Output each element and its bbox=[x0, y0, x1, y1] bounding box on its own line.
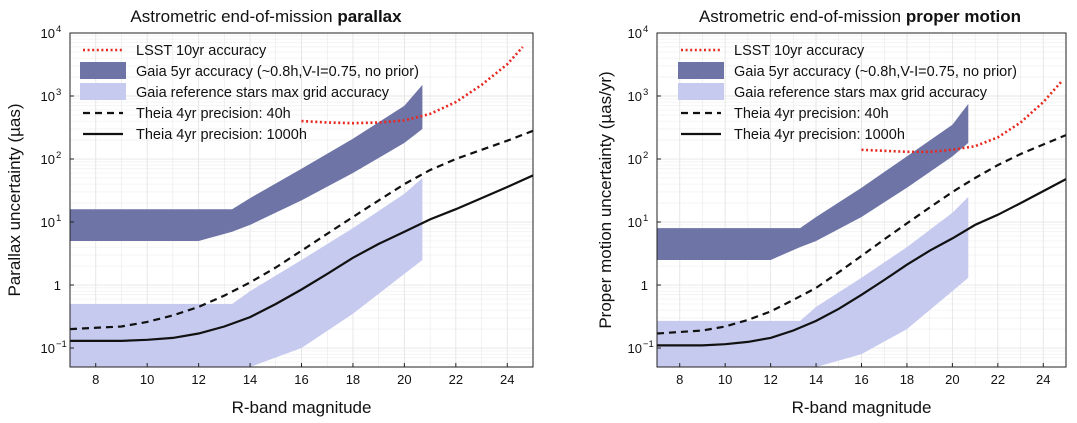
legend-swatch bbox=[678, 83, 724, 100]
x-axis-label: R-band magnitude bbox=[232, 398, 372, 417]
legend-label: LSST 10yr accuracy bbox=[734, 43, 865, 59]
x-tick-label: 12 bbox=[763, 372, 777, 387]
plot-area bbox=[70, 46, 533, 367]
series-line-theia-1000h bbox=[657, 178, 1066, 347]
y-tick-exponent: −1 bbox=[56, 339, 67, 350]
plot-area bbox=[657, 80, 1066, 367]
chart-title-prefix: Astrometric end-of-mission bbox=[699, 7, 906, 26]
series-line-lsst bbox=[301, 46, 524, 125]
x-tick-label: 20 bbox=[397, 372, 411, 387]
legend-label: Gaia reference stars max grid accuracy bbox=[734, 85, 988, 101]
legend-label: Theia 4yr precision: 1000h bbox=[136, 127, 307, 143]
y-tick-exponent: 2 bbox=[643, 150, 648, 161]
x-tick-label: 8 bbox=[676, 372, 683, 387]
series-line-theia-40h bbox=[70, 129, 533, 331]
y-tick-exponent: 3 bbox=[56, 87, 61, 98]
chart-title-prefix: Astrometric end-of-mission bbox=[130, 7, 337, 26]
x-tick-label: 24 bbox=[1036, 372, 1050, 387]
x-tick-label: 22 bbox=[991, 372, 1005, 387]
x-axis-label: R-band magnitude bbox=[792, 398, 932, 417]
y-tick-exponent: 2 bbox=[56, 150, 61, 161]
y-tick-exponent: 1 bbox=[643, 213, 648, 224]
series-line-theia-1000h bbox=[70, 174, 533, 342]
x-tick-label: 22 bbox=[449, 372, 463, 387]
x-tick-label: 14 bbox=[243, 372, 257, 387]
y-tick-exponent: −1 bbox=[643, 339, 654, 350]
y-axis-label: Proper motion uncertainty (µas/yr) bbox=[596, 71, 615, 328]
x-tick-label: 16 bbox=[854, 372, 868, 387]
x-tick-label: 16 bbox=[294, 372, 308, 387]
y-tick-exponent: 4 bbox=[643, 24, 648, 35]
y-axis-label: Parallax uncertainty (µas) bbox=[5, 103, 24, 296]
legend-label: Theia 4yr precision: 1000h bbox=[734, 127, 905, 143]
y-tick-label: 1 bbox=[54, 278, 61, 293]
legend: LSST 10yr accuracy Gaia 5yr accuracy (~0.… bbox=[80, 43, 419, 143]
y-tick-exponent: 1 bbox=[56, 213, 61, 224]
y-tick-label: 10 bbox=[628, 89, 642, 104]
legend-label: Theia 4yr precision: 40h bbox=[734, 106, 889, 122]
legend-label: Gaia 5yr accuracy (~0.8h,V-I=0.75, no pr… bbox=[136, 64, 419, 80]
legend-label: Gaia 5yr accuracy (~0.8h,V-I=0.75, no pr… bbox=[734, 64, 1017, 80]
x-tick-label: 18 bbox=[346, 372, 360, 387]
series-band-gaia-5yr bbox=[70, 84, 423, 242]
x-tick-label: 24 bbox=[500, 372, 514, 387]
x-tick-label: 10 bbox=[718, 372, 732, 387]
chart-title-bold: parallax bbox=[337, 7, 402, 26]
legend: LSST 10yr accuracy Gaia 5yr accuracy (~0.… bbox=[678, 43, 1017, 143]
y-tick-label: 10 bbox=[41, 152, 55, 167]
y-tick-exponent: 3 bbox=[643, 87, 648, 98]
chart-title: Astrometric end-of-mission proper motion bbox=[699, 7, 1021, 26]
y-tick-label: 10 bbox=[628, 152, 642, 167]
chart-title-bold: proper motion bbox=[906, 7, 1021, 26]
series-line-theia-40h bbox=[657, 134, 1066, 335]
x-tick-label: 12 bbox=[191, 372, 205, 387]
chart-title: Astrometric end-of-mission parallax bbox=[130, 7, 402, 26]
y-tick-label: 10 bbox=[41, 26, 55, 41]
x-tick-label: 14 bbox=[809, 372, 823, 387]
y-tick-label: 10 bbox=[41, 215, 55, 230]
legend-swatch bbox=[678, 62, 724, 79]
legend-label: Theia 4yr precision: 40h bbox=[136, 106, 291, 122]
legend-swatch bbox=[80, 83, 126, 100]
legend-swatch bbox=[80, 62, 126, 79]
y-tick-label: 10 bbox=[41, 341, 55, 356]
x-tick-label: 10 bbox=[140, 372, 154, 387]
y-tick-label: 10 bbox=[628, 26, 642, 41]
y-tick-label: 1 bbox=[641, 278, 648, 293]
y-tick-exponent: 4 bbox=[56, 24, 61, 35]
x-tick-label: 18 bbox=[900, 372, 914, 387]
series-line-lsst bbox=[861, 80, 1063, 154]
legend-label: Gaia reference stars max grid accuracy bbox=[136, 85, 390, 101]
y-tick-label: 10 bbox=[41, 89, 55, 104]
x-tick-label: 20 bbox=[945, 372, 959, 387]
series-band-gaia-5yr bbox=[657, 103, 969, 261]
y-tick-label: 10 bbox=[628, 341, 642, 356]
y-tick-label: 10 bbox=[628, 215, 642, 230]
legend-label: LSST 10yr accuracy bbox=[136, 43, 267, 59]
x-tick-label: 8 bbox=[92, 372, 99, 387]
